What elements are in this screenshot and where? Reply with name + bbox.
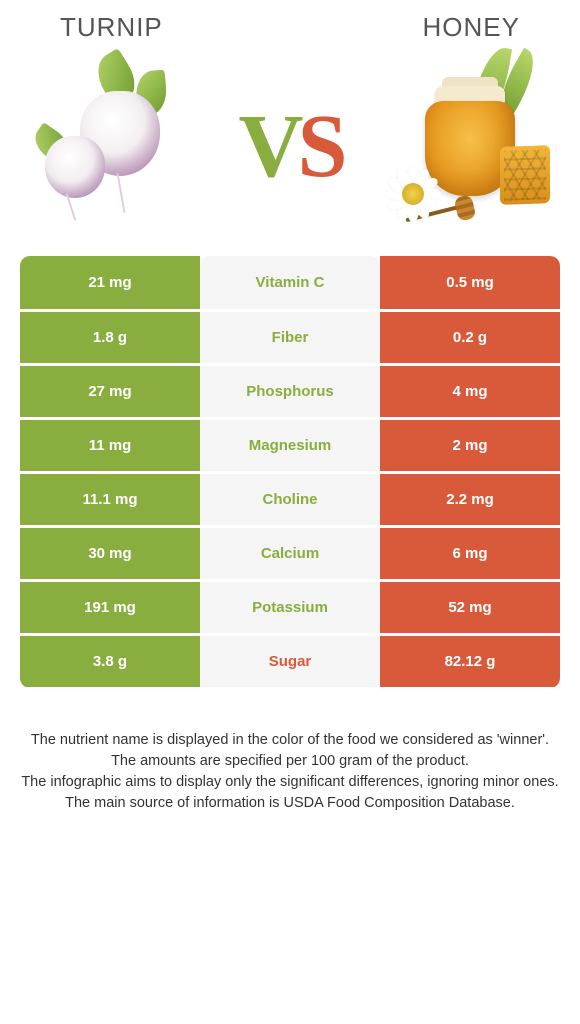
right-value: 82.12 g <box>380 634 560 688</box>
right-value: 0.5 mg <box>380 256 560 310</box>
table-row: 1.8 gFiber0.2 g <box>20 310 560 364</box>
left-value: 11.1 mg <box>20 472 200 526</box>
footnote-line: The amounts are specified per 100 gram o… <box>20 751 560 772</box>
nutrient-name: Magnesium <box>200 418 380 472</box>
left-value: 30 mg <box>20 526 200 580</box>
nutrient-name: Fiber <box>200 310 380 364</box>
table-row: 11.1 mgCholine2.2 mg <box>20 472 560 526</box>
right-value: 2.2 mg <box>380 472 560 526</box>
left-value: 3.8 g <box>20 634 200 688</box>
header: Turnip Honey <box>0 0 580 51</box>
left-value: 21 mg <box>20 256 200 310</box>
nutrient-name: Choline <box>200 472 380 526</box>
vs-v: V <box>238 97 297 196</box>
nutrient-name: Sugar <box>200 634 380 688</box>
footnote-line: The nutrient name is displayed in the co… <box>20 730 560 751</box>
right-value: 4 mg <box>380 364 560 418</box>
left-value: 191 mg <box>20 580 200 634</box>
honey-illustration <box>380 61 560 231</box>
footnotes: The nutrient name is displayed in the co… <box>0 690 580 814</box>
table-row: 11 mgMagnesium2 mg <box>20 418 560 472</box>
nutrient-name: Vitamin C <box>200 256 380 310</box>
table-row: 191 mgPotassium52 mg <box>20 580 560 634</box>
right-value: 6 mg <box>380 526 560 580</box>
hero-row: VS <box>0 51 580 256</box>
daisy-icon <box>385 166 441 222</box>
left-value: 27 mg <box>20 364 200 418</box>
left-food-title: Turnip <box>60 12 163 43</box>
right-value: 0.2 g <box>380 310 560 364</box>
table-row: 30 mgCalcium6 mg <box>20 526 560 580</box>
table-row: 27 mgPhosphorus4 mg <box>20 364 560 418</box>
left-value: 1.8 g <box>20 310 200 364</box>
nutrient-name: Potassium <box>200 580 380 634</box>
footnote-line: The main source of information is USDA F… <box>20 793 560 814</box>
nutrient-name: Phosphorus <box>200 364 380 418</box>
turnip-illustration <box>20 61 200 231</box>
left-value: 11 mg <box>20 418 200 472</box>
table-row: 21 mgVitamin C0.5 mg <box>20 256 560 310</box>
vs-s: S <box>297 97 341 196</box>
right-value: 52 mg <box>380 580 560 634</box>
table-row: 3.8 gSugar82.12 g <box>20 634 560 688</box>
footnote-line: The infographic aims to display only the… <box>20 772 560 793</box>
right-value: 2 mg <box>380 418 560 472</box>
comparison-table: 21 mgVitamin C0.5 mg1.8 gFiber0.2 g27 mg… <box>20 256 560 690</box>
vs-label: VS <box>238 95 341 198</box>
nutrient-name: Calcium <box>200 526 380 580</box>
right-food-title: Honey <box>423 12 520 43</box>
